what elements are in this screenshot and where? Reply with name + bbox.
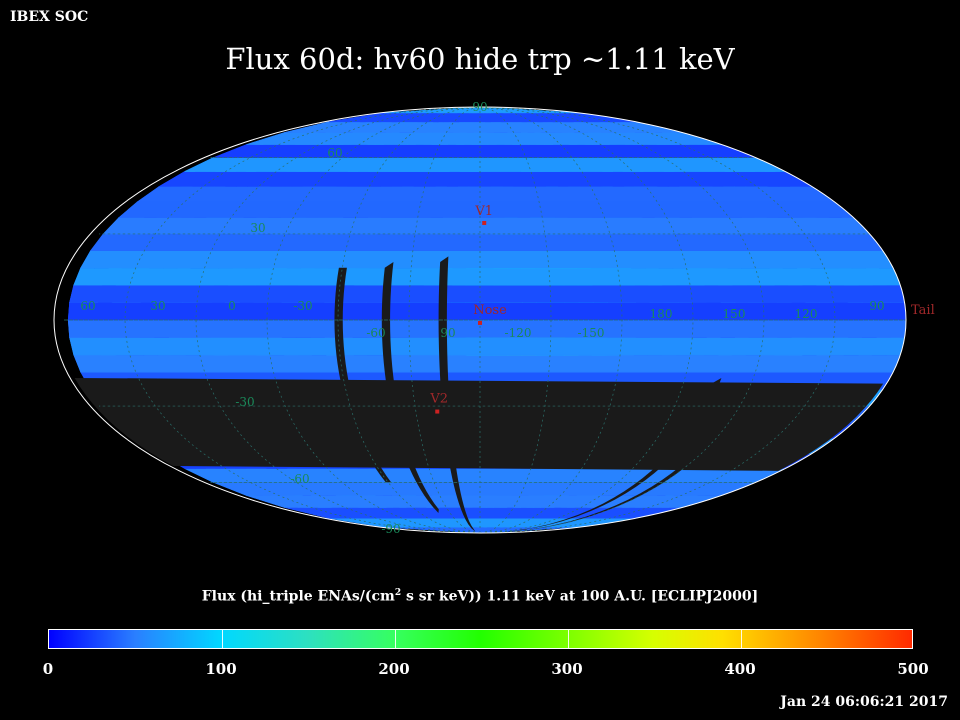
marker-tail-label: Tail xyxy=(911,303,935,318)
lon-label: -150 xyxy=(578,326,605,340)
colorbar-tick xyxy=(741,630,742,648)
marker-nose-dot xyxy=(478,320,482,325)
colorbar-tick-label: 500 xyxy=(897,660,929,678)
lon-label: 120 xyxy=(795,307,818,321)
marker-v1-dot xyxy=(482,220,487,225)
map-outline xyxy=(53,106,907,534)
lon-label: -60 xyxy=(366,326,385,340)
colorbar-tick-label: 300 xyxy=(551,660,583,678)
org-label: IBEX SOC xyxy=(10,9,89,25)
colorbar-caption: Flux (hi_triple ENAs/(cm2 s sr keV)) 1.1… xyxy=(201,588,759,605)
lat-label: -30 xyxy=(235,395,254,409)
marker-v2-label: V2 xyxy=(429,392,448,407)
lat-label: 30 xyxy=(250,221,265,235)
colorbar-tick xyxy=(395,630,396,648)
lat-label: -60 xyxy=(290,472,309,486)
lon-label: 60 xyxy=(80,299,95,313)
map-title: Flux 60d: hv60 hide trp ~1.11 keV xyxy=(225,42,735,76)
lon-label: 30 xyxy=(150,299,165,313)
graticule-labels: 60 30 -30 -60 90 -90 60 30 0 -30 -60 90 -120 -150 180 1… xyxy=(80,100,884,536)
pole-label: 90 xyxy=(472,100,487,114)
marker-v1-label: V1 xyxy=(474,204,493,219)
colorbar-tick xyxy=(568,630,569,648)
timestamp: Jan 24 06:06:21 2017 xyxy=(780,694,948,710)
data-gap-layer xyxy=(74,256,884,532)
colorbar-tick-label: 0 xyxy=(42,660,54,678)
colorbar-tick-label: 200 xyxy=(378,660,410,678)
graticule xyxy=(63,107,906,533)
lon-label: 150 xyxy=(723,307,746,321)
pole-label: -90 xyxy=(381,522,400,536)
marker-layer: V1 Nose V2 Tail xyxy=(429,204,935,414)
colorbar-tick xyxy=(222,630,223,648)
marker-v2-dot xyxy=(435,409,440,414)
lon-label: -30 xyxy=(293,299,312,313)
lon-label: 90 xyxy=(869,299,884,313)
lon-label: -120 xyxy=(505,326,532,340)
lat-label: 60 xyxy=(327,146,342,160)
lon-label: 90 xyxy=(440,326,455,340)
colorbar-tick-label: 100 xyxy=(205,660,237,678)
lon-label: 0 xyxy=(228,299,236,313)
colorbar-tick-label: 400 xyxy=(724,660,756,678)
lon-label: 180 xyxy=(650,307,673,321)
colorbar xyxy=(48,629,913,649)
marker-nose-label: Nose xyxy=(473,303,507,318)
